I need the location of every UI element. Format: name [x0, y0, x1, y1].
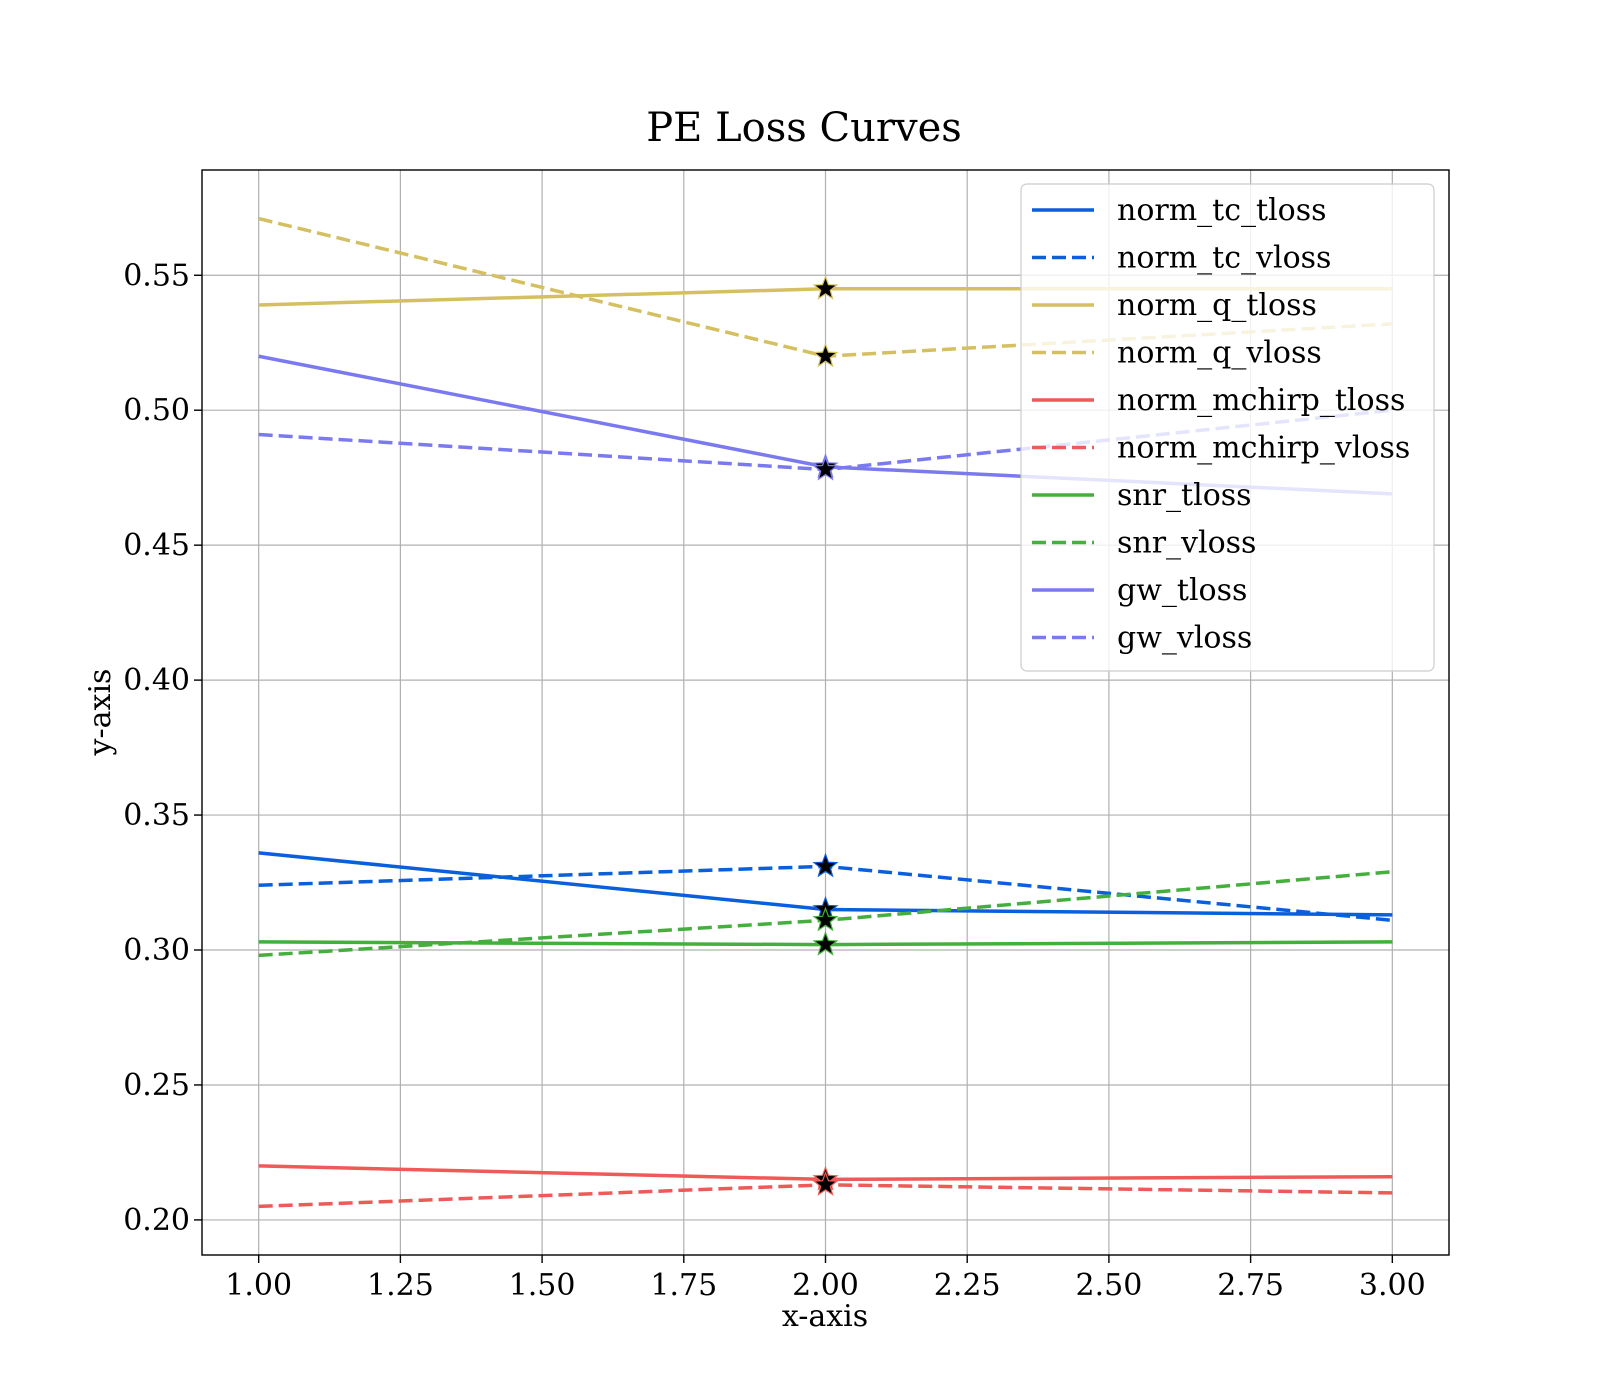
- legend-label-gw-tloss: gw_tloss: [1117, 573, 1247, 608]
- x-tick-label: 1.00: [225, 1268, 292, 1303]
- x-tick-label: 1.25: [367, 1268, 434, 1303]
- star-marker-norm-q-vloss: [812, 342, 839, 368]
- y-tick-label: 0.50: [123, 393, 190, 428]
- y-tick-label: 0.25: [123, 1068, 190, 1103]
- legend-label-norm-q-vloss: norm_q_vloss: [1117, 336, 1322, 371]
- star-marker-norm-q-tloss: [812, 275, 839, 300]
- y-tick-label: 0.35: [123, 798, 190, 833]
- y-tick-label: 0.55: [123, 258, 190, 293]
- legend-label-snr-tloss: snr_tloss: [1117, 478, 1252, 513]
- legend-frame: [1020, 183, 1435, 672]
- axis-ticks: 1.00 1.25 1.50 1.75 2.00 2.25 2.50 2.75 3.00 0.20…: [123, 258, 1426, 1303]
- x-tick-label: 1.75: [650, 1268, 717, 1303]
- legend-label-snr-vloss: snr_vloss: [1117, 526, 1256, 561]
- star-marker-norm-tc-vloss: [812, 852, 839, 878]
- star-marker-norm-mchirp-vloss: [812, 1171, 839, 1196]
- star-marker-snr-tloss: [812, 930, 839, 956]
- chart-title: PE Loss Curves: [646, 105, 962, 151]
- y-tick-label: 0.45: [123, 528, 190, 563]
- x-tick-label: 2.00: [792, 1268, 859, 1303]
- x-tick-label: 2.25: [934, 1268, 1001, 1303]
- legend-label-norm-mchirp-vloss: norm_mchirp_vloss: [1117, 431, 1410, 466]
- star-marker-snr-vloss: [812, 906, 839, 932]
- x-tick-label: 3.00: [1359, 1268, 1426, 1303]
- x-axis-label: x-axis: [782, 1299, 868, 1334]
- y-tick-label: 0.20: [123, 1203, 190, 1238]
- legend-label-norm-tc-tloss: norm_tc_tloss: [1117, 193, 1327, 228]
- y-axis-label: y-axis: [83, 669, 118, 757]
- min-markers: [812, 275, 839, 1196]
- legend-label-norm-tc-vloss: norm_tc_vloss: [1117, 241, 1331, 276]
- y-tick-label: 0.40: [123, 663, 190, 698]
- x-tick-label: 2.50: [1076, 1268, 1143, 1303]
- legend-label-norm-mchirp-tloss: norm_mchirp_tloss: [1117, 383, 1405, 418]
- y-tick-label: 0.30: [123, 933, 190, 968]
- x-tick-label: 2.75: [1217, 1268, 1284, 1303]
- star-marker-gw-vloss: [812, 455, 839, 481]
- legend-label-gw-vloss: gw_vloss: [1117, 621, 1252, 656]
- legend-label-norm-q-tloss: norm_q_tloss: [1117, 288, 1317, 323]
- legend: norm_tc_tloss norm_tc_vloss norm_q_tlossno…: [1020, 183, 1435, 672]
- x-tick-label: 1.50: [509, 1268, 576, 1303]
